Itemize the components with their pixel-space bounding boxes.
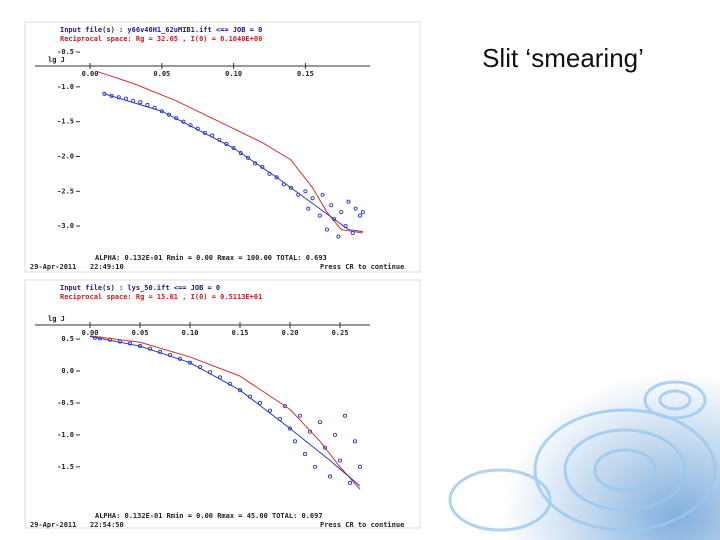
ripples: [448, 380, 717, 532]
data-point: [339, 210, 344, 215]
data-point: [353, 206, 358, 211]
x-tick-label: 0.10: [182, 329, 199, 337]
x-tick-label: 0.00: [82, 70, 99, 78]
y-tick-label: -3.0: [57, 222, 74, 230]
data-point: [322, 445, 328, 450]
data-point: [310, 196, 315, 201]
data-point: [352, 439, 358, 444]
header-line: Input file(s) : lys_50.ift <== JOB = 0: [60, 284, 220, 292]
header-line: Reciprocal space: Rg = 32.05 , I(0) = 0.…: [60, 35, 262, 43]
chart: Input file(s) : y66v40H1_62uMIB1.ift <==…: [30, 26, 404, 271]
y-axis-label: lg J: [48, 315, 65, 323]
y-tick-label: -0.5: [57, 48, 74, 56]
plot-panel: [24, 21, 421, 273]
data-point: [238, 150, 243, 156]
y-tick-label: -2.5: [57, 187, 74, 195]
x-tick-label: 0.10: [225, 70, 242, 78]
y-tick-label: -1.0: [57, 83, 74, 91]
data-point: [357, 213, 363, 218]
data-point: [288, 185, 294, 190]
y-tick-label: -1.5: [57, 463, 74, 471]
header-line: Reciprocal space: Rg = 15.01 , I(0) = 0.…: [60, 293, 262, 301]
chart: Input file(s) : lys_50.ift <== JOB = 0Re…: [30, 284, 404, 529]
x-tick-label: 0.00: [82, 329, 99, 337]
data-point: [336, 234, 341, 239]
data-point: [187, 360, 193, 365]
prompt: Press CR to continue: [320, 521, 404, 529]
data-point: [138, 100, 143, 105]
date: 29-Apr-2011: [30, 521, 76, 529]
data-point: [312, 464, 318, 469]
footer: ALPHA: 0.132E-01 Rmin = 0.00 Rmax = 100.…: [95, 254, 327, 262]
y-tick-label: -0.5: [57, 399, 74, 407]
time: 22:54:50: [90, 521, 124, 529]
fit-line: [89, 336, 361, 487]
header-line: Input file(s) : y66v40H1_62uMIB1.ift <==…: [60, 26, 262, 34]
date: 29-Apr-2011: [30, 263, 76, 271]
y-tick-label: -2.0: [57, 152, 74, 160]
data-point: [282, 404, 288, 409]
data-point: [306, 206, 311, 211]
x-tick-label: 0.15: [297, 70, 314, 78]
data-point: [332, 432, 338, 437]
data-point: [231, 146, 236, 151]
data-point: [267, 408, 273, 413]
y-tick-label: 0.0: [61, 367, 74, 375]
data-point: [342, 413, 348, 418]
fit-line: [97, 71, 363, 234]
data-point: [166, 112, 172, 117]
x-tick-label: 0.15: [232, 329, 249, 337]
data-point: [303, 189, 308, 194]
fit-line: [89, 335, 361, 490]
data-point: [329, 203, 334, 208]
y-axis-label: lg J: [48, 56, 65, 64]
data-point: [360, 210, 365, 215]
data-point: [245, 155, 251, 160]
data-point: [347, 480, 353, 485]
data-point: [237, 388, 243, 393]
plot-panel: [24, 279, 421, 529]
y-tick-label: 0.5: [61, 335, 74, 343]
data-point: [357, 464, 363, 469]
data-point: [324, 227, 329, 232]
y-tick-label: -1.5: [57, 118, 74, 126]
footer: ALPHA: 0.132E-01 Rmin = 0.00 Rmax = 45.0…: [95, 512, 323, 520]
fit-line: [104, 93, 363, 233]
data-point: [346, 199, 351, 204]
data-point: [302, 452, 308, 457]
data-point: [327, 474, 333, 479]
data-point: [274, 175, 279, 180]
slide-title: Slit ‘smearing’: [482, 43, 644, 73]
x-tick-label: 0.05: [132, 329, 149, 337]
y-tick-label: -1.0: [57, 431, 74, 439]
prompt: Press CR to continue: [320, 263, 404, 271]
time: 22:49:10: [90, 263, 124, 271]
data-point: [320, 192, 325, 197]
data-point: [337, 458, 343, 463]
data-point: [257, 400, 263, 406]
x-tick-label: 0.20: [282, 329, 299, 337]
data-point: [317, 420, 323, 425]
x-tick-label: 0.25: [332, 329, 349, 337]
data-point: [292, 439, 298, 444]
data-point: [287, 426, 293, 431]
x-tick-label: 0.05: [153, 70, 170, 78]
data-point: [297, 413, 303, 418]
data-point: [317, 213, 322, 218]
